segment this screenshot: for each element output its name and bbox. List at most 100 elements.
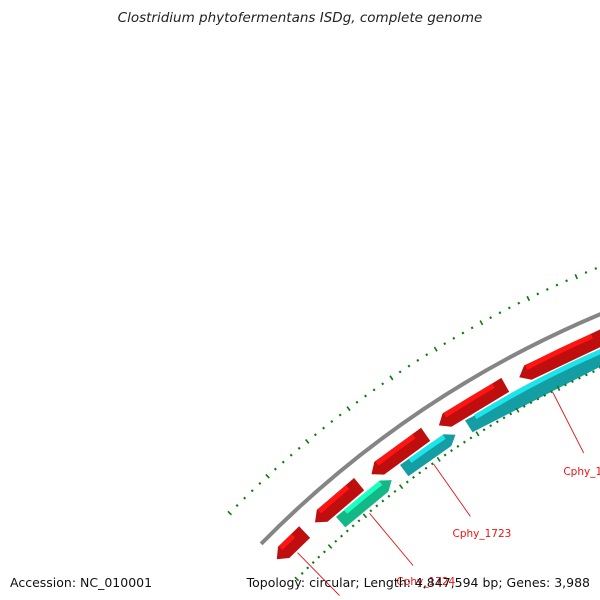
outer-tick-mark [381,382,385,386]
inner-tick-mark [515,407,520,413]
gene-cphy_1723 [400,434,456,477]
inner-tick-mark [387,494,391,498]
genome-summary-text: Topology: circular; Length: 4,847,594 bp… [246,575,590,590]
forward-gene [276,526,311,560]
outer-tick-mark [338,413,342,417]
gene-cphy_1724 [336,480,392,528]
gene-callouts: Cphy_1720Cphy_1721Cphy_1722Cphy_1723Cphy… [297,392,600,596]
outer-tick-mark [364,394,367,398]
inner-tick-mark [571,380,574,383]
inner-tick-mark [536,397,540,401]
inner-tick-mark [550,390,553,394]
outer-tick-mark [243,496,247,500]
inner-tick-mark [556,385,561,391]
inner-tick-mark [585,373,588,377]
outer-tick-mark [498,311,502,315]
outer-tick-mark [322,426,326,430]
outer-tick-mark [372,388,376,392]
outer-tick-mark [555,283,559,287]
outer-tick-mark [330,420,334,423]
outer-tick-mark [545,288,549,291]
outer-tick-mark [489,316,493,320]
inner-tick-mark [578,376,581,380]
inner-tick-mark [475,431,480,437]
gene-cphy_1722 [465,351,600,433]
outer-tick-track [227,267,598,516]
inner-tick-mark [495,420,499,424]
inner-tick-mark [462,440,466,444]
inner-tick-mark [469,436,473,440]
outer-tick-mark [574,273,578,280]
inner-tick-mark [334,539,338,543]
outer-tick-mark [398,370,402,374]
outer-tick-mark [407,364,411,368]
inner-tick-mark [509,412,513,416]
outer-tick-mark [425,353,429,357]
forward-gene-highlight [443,383,495,418]
outer-tick-mark [273,467,277,471]
outer-tick-mark [517,301,521,305]
gene-label: Cphy_1723 [452,528,511,540]
forward-gene-highlight [525,333,594,371]
inner-tick-mark [482,428,486,432]
outer-tick-mark [258,482,262,485]
inner-tick-mark [357,519,361,523]
forward-gene [438,377,510,427]
forward-gene-highlight [278,533,296,550]
inner-tick-mark [443,453,447,457]
outer-tick-mark [452,336,456,340]
outer-tick-mark [470,326,474,330]
inner-tick-mark [327,544,333,549]
forward-gene [315,478,365,523]
genome-backbone [259,312,600,546]
outer-tick-mark [265,473,270,479]
map-title: Clostridium phytofermentans ISDg, comple… [117,10,483,26]
outer-tick-mark [526,295,531,302]
gene-label: Cphy_1722 [563,466,600,478]
gene-cphy_1724-highlight [343,481,383,514]
inner-tick-mark [381,499,385,503]
outer-tick-mark [235,504,239,508]
callout-line [297,552,340,596]
outer-tick-mark [355,400,359,404]
inner-tick-mark [345,529,349,533]
forward-gene [371,427,431,475]
inner-tick-mark [529,401,533,405]
inner-tick-mark [424,466,428,470]
inner-tick-mark [398,484,404,490]
gene-cphy_1722-highlight [473,349,600,420]
outer-tick-mark [536,292,540,296]
callout-line [369,512,414,566]
outer-tick-mark [461,331,465,335]
inner-tick-mark [522,404,526,408]
reverse-strand-track [336,349,600,528]
inner-tick-mark [306,566,310,570]
inner-tick-mark [322,550,326,554]
outer-tick-mark [313,433,317,437]
inner-tick-mark [450,449,453,453]
outer-tick-mark [281,460,285,464]
inner-tick-mark [436,456,441,462]
outer-tick-mark [346,406,351,412]
inner-tick-mark [502,416,506,420]
forward-gene-highlight [317,485,350,514]
outer-tick-mark [479,320,484,326]
inner-tick-mark [456,444,460,448]
inner-tick-mark [405,480,409,484]
inner-tick-mark [369,509,373,513]
inner-tick-mark [317,555,321,559]
outer-tick-mark [594,267,598,270]
inner-tick-mark [351,524,355,528]
outer-tick-mark [507,306,511,310]
outer-tick-mark [289,453,293,457]
inner-tick-mark [311,561,315,565]
inner-tick-mark [294,576,300,582]
inner-tick-mark [489,424,493,428]
gene-cphy_1723-highlight [408,434,446,463]
inner-tick-mark [340,534,343,538]
gene-label: Cphy_1724 [396,576,455,588]
outer-tick-mark [584,271,588,274]
inner-tick-mark [418,471,422,475]
outer-tick-mark [416,358,420,362]
